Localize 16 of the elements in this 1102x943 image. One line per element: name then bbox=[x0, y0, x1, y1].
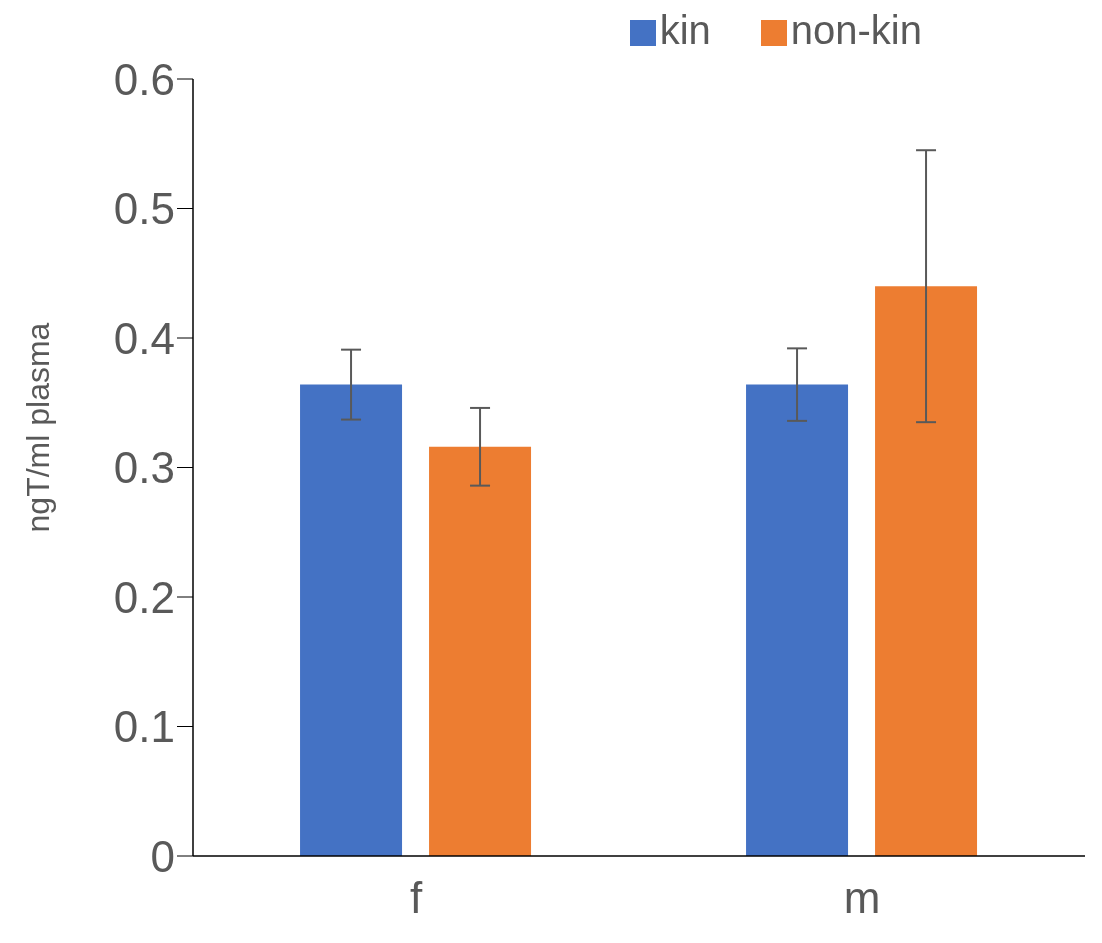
x-tick-label: f bbox=[409, 873, 423, 923]
x-tick-label: m bbox=[843, 873, 881, 923]
y-tick-label: 0.4 bbox=[113, 313, 175, 363]
bar bbox=[429, 446, 532, 856]
y-tick-label: 0 bbox=[150, 831, 175, 881]
bar bbox=[746, 384, 849, 856]
y-tick-label: 0.6 bbox=[113, 54, 175, 104]
bar bbox=[875, 286, 978, 856]
y-tick-label: 0.1 bbox=[113, 702, 175, 752]
y-tick-label: 0.5 bbox=[113, 184, 175, 234]
y-tick-label: 0.3 bbox=[113, 443, 175, 493]
y-tick-label: 0.2 bbox=[113, 572, 175, 622]
y-axis-title: ngT/ml plasma bbox=[20, 322, 57, 533]
legend-label: kin bbox=[659, 8, 711, 52]
bar bbox=[300, 384, 403, 856]
legend-label: non-kin bbox=[790, 8, 922, 52]
